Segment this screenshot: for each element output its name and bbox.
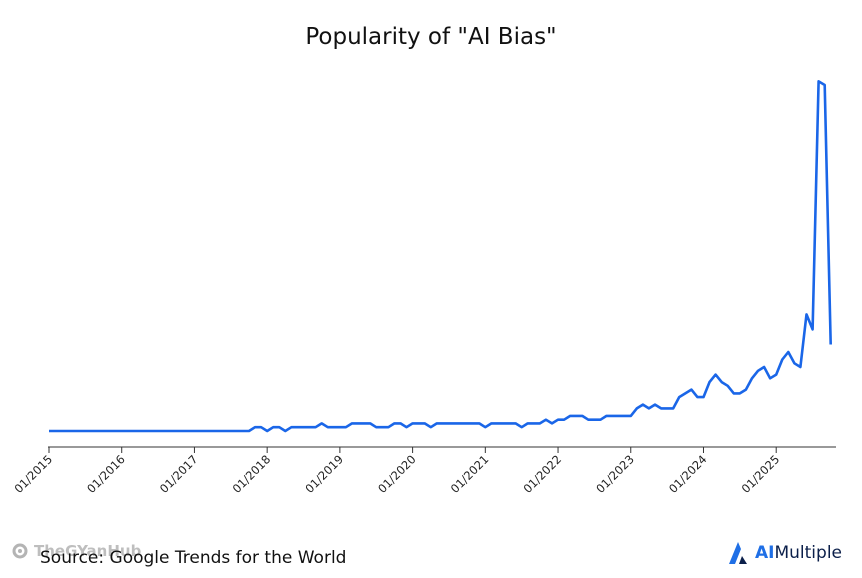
- brand-name-ai: AI: [754, 543, 775, 563]
- x-tick-label: 01/2020: [375, 452, 419, 496]
- aimultiple-logo-icon: [728, 542, 747, 564]
- x-tick-label: 01/2015: [11, 452, 55, 496]
- x-axis-ticks: 01/2015 01/2016 01/2017 01/2018 01/2019 01/20…: [11, 447, 782, 496]
- brand-logo: AIMultiple: [727, 541, 842, 565]
- brand-name: AIMultiple: [755, 543, 842, 563]
- x-tick-label: 01/2021: [448, 452, 492, 496]
- watermark: TheGYanHub: [10, 541, 141, 561]
- series-line-ai-bias: [49, 80, 832, 433]
- chart-title: Popularity of "AI Bias": [305, 24, 557, 50]
- x-tick-label: 01/2024: [666, 452, 710, 496]
- brand-name-rest: Multiple: [774, 543, 842, 563]
- x-tick-label: 01/2023: [593, 452, 637, 496]
- x-tick-label: 01/2016: [84, 452, 128, 496]
- x-tick-label: 01/2017: [157, 452, 201, 496]
- x-tick-label: 01/2018: [230, 452, 274, 496]
- source-note: Source: Google Trends for the World: [40, 548, 347, 568]
- gear-icon: [12, 543, 28, 559]
- x-tick-label: 01/2022: [520, 452, 564, 496]
- watermark-text: TheGYanHub: [34, 542, 142, 560]
- x-tick-label: 01/2025: [739, 452, 783, 496]
- x-tick-label: 01/2019: [302, 452, 346, 496]
